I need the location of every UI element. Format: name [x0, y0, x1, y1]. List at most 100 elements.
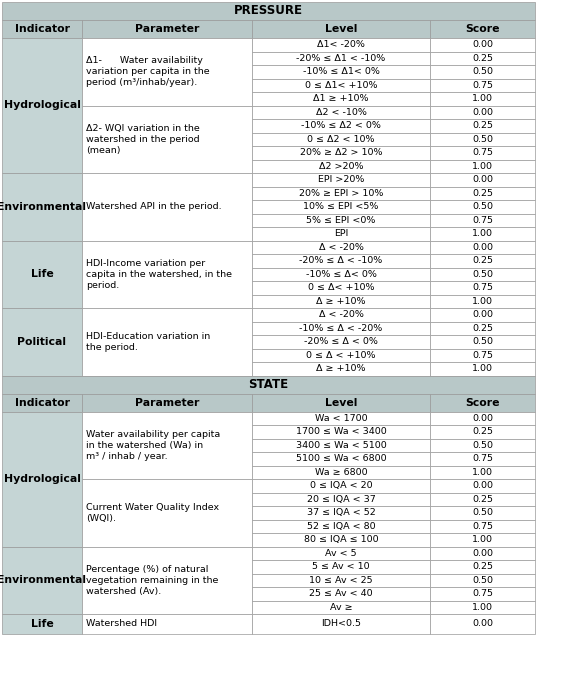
Text: 5100 ≤ Wa < 6800: 5100 ≤ Wa < 6800 [295, 454, 386, 463]
Text: PRESSURE: PRESSURE [234, 5, 303, 17]
Bar [252, 20, 430, 38]
Bar [252, 119, 430, 133]
Text: Environmental: Environmental [0, 202, 87, 212]
Bar [430, 92, 535, 106]
Bar [252, 335, 430, 348]
Text: 0.25: 0.25 [472, 495, 493, 504]
Text: Wa ≥ 6800: Wa ≥ 6800 [315, 468, 367, 477]
Text: 0.25: 0.25 [472, 427, 493, 436]
Text: -10% ≤ Δ < -20%: -10% ≤ Δ < -20% [299, 324, 383, 333]
Bar [252, 133, 430, 146]
Text: 0.25: 0.25 [472, 256, 493, 265]
Bar [252, 92, 430, 106]
Text: Indicator: Indicator [15, 24, 70, 34]
Text: Indicator: Indicator [15, 398, 70, 407]
Text: Δ2 >20%: Δ2 >20% [319, 161, 363, 171]
Text: Life: Life [31, 619, 53, 629]
Text: 0.25: 0.25 [472, 189, 493, 198]
Bar [430, 281, 535, 295]
Bar [430, 267, 535, 281]
Bar [252, 394, 430, 412]
Text: 0.75: 0.75 [472, 283, 493, 292]
Bar [430, 466, 535, 479]
Bar [252, 295, 430, 308]
Bar [252, 479, 430, 493]
Text: Δ1 ≥ +10%: Δ1 ≥ +10% [313, 94, 369, 103]
Bar [430, 348, 535, 362]
Bar [252, 412, 430, 425]
Text: 0.75: 0.75 [472, 589, 493, 598]
Text: Δ < -20%: Δ < -20% [319, 311, 363, 319]
Bar [430, 173, 535, 186]
Bar [430, 519, 535, 533]
Bar [2, 240, 82, 308]
Bar [430, 52, 535, 65]
Text: HDI-Income variation per
capita in the watershed, in the
period.: HDI-Income variation per capita in the w… [86, 258, 232, 290]
Bar [2, 173, 82, 240]
Text: Parameter: Parameter [135, 398, 199, 407]
Bar [2, 308, 82, 376]
Text: 0.75: 0.75 [472, 521, 493, 531]
Bar [252, 106, 430, 119]
Text: 1.00: 1.00 [472, 229, 493, 238]
Text: 1.00: 1.00 [472, 535, 493, 544]
Bar [82, 173, 252, 240]
Text: Av < 5: Av < 5 [325, 549, 357, 558]
Text: 20% ≥ EPI > 10%: 20% ≥ EPI > 10% [299, 189, 383, 198]
Bar [430, 493, 535, 506]
Text: 0.50: 0.50 [472, 135, 493, 144]
Bar [252, 254, 430, 267]
Text: 0 ≤ Δ1< +10%: 0 ≤ Δ1< +10% [304, 81, 377, 90]
Text: 5% ≤ EPI <0%: 5% ≤ EPI <0% [306, 216, 376, 225]
Bar [252, 600, 430, 614]
Text: 0.75: 0.75 [472, 81, 493, 90]
Text: 0.50: 0.50 [472, 337, 493, 346]
Bar [430, 587, 535, 600]
Bar [430, 200, 535, 214]
Bar [430, 425, 535, 438]
Bar [430, 20, 535, 38]
Text: 80 ≤ IQA ≤ 100: 80 ≤ IQA ≤ 100 [304, 535, 378, 544]
Bar [430, 119, 535, 133]
Text: Life: Life [31, 269, 53, 279]
Bar [252, 348, 430, 362]
Text: -20% ≤ Δ < -10%: -20% ≤ Δ < -10% [299, 256, 383, 265]
Text: Watershed API in the period.: Watershed API in the period. [86, 202, 222, 211]
Text: Hydrological: Hydrological [3, 474, 81, 484]
Text: Δ1-      Water availability
variation per capita in the
period (m³/inhab/year).: Δ1- Water availability variation per cap… [86, 56, 210, 87]
Text: 10% ≤ EPI <5%: 10% ≤ EPI <5% [303, 202, 379, 211]
Bar [252, 38, 430, 52]
Bar [430, 106, 535, 119]
Text: 25 ≤ Av < 40: 25 ≤ Av < 40 [309, 589, 373, 598]
Bar [2, 614, 82, 633]
Bar [252, 227, 430, 240]
Bar [252, 452, 430, 466]
Text: 0.00: 0.00 [472, 311, 493, 319]
Bar [252, 362, 430, 376]
Text: Level: Level [325, 24, 357, 34]
Bar [430, 600, 535, 614]
Bar [430, 438, 535, 452]
Text: 0.00: 0.00 [472, 414, 493, 423]
Bar [252, 308, 430, 322]
Text: 5 ≤ Av < 10: 5 ≤ Av < 10 [312, 562, 370, 572]
Bar [82, 614, 252, 633]
Bar [430, 533, 535, 546]
Bar [430, 78, 535, 92]
Text: 0.50: 0.50 [472, 576, 493, 585]
Bar [252, 466, 430, 479]
Text: Δ2- WQI variation in the
watershed in the period
(mean): Δ2- WQI variation in the watershed in th… [86, 124, 200, 155]
Bar [430, 574, 535, 587]
Text: Political: Political [18, 337, 66, 347]
Text: 0.50: 0.50 [472, 441, 493, 450]
Bar [2, 2, 535, 20]
Bar [82, 394, 252, 412]
Bar [82, 20, 252, 38]
Text: 10 ≤ Av < 25: 10 ≤ Av < 25 [309, 576, 373, 585]
Bar [252, 200, 430, 214]
Bar [2, 20, 82, 38]
Text: 0.25: 0.25 [472, 121, 493, 131]
Bar [430, 452, 535, 466]
Text: EPI: EPI [334, 229, 348, 238]
Text: 0.00: 0.00 [472, 482, 493, 491]
